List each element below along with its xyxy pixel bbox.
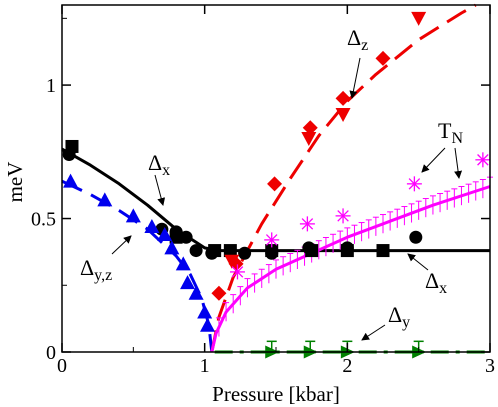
diamond-marker (335, 90, 351, 106)
annotation-arrow (454, 147, 463, 179)
svg-text:Δy: Δy (388, 302, 410, 331)
star-marker-stroke (477, 154, 489, 166)
star-marker (475, 152, 491, 168)
x-tick-label: 2 (342, 355, 352, 377)
annotation-main: Δ (347, 25, 361, 50)
star-marker-stroke (231, 266, 244, 278)
fit-line-dz_fit (210, 3, 477, 353)
svg-text:Δy,z: Δy,z (80, 255, 112, 284)
annotation-tn: TN (421, 118, 463, 179)
triangle-down-marker (224, 254, 240, 269)
triangle-down-marker (335, 107, 351, 122)
annotation-delta-y: Δy (361, 302, 410, 341)
diamond-marker (375, 50, 391, 66)
annotation-delta-x-right: Δx (407, 253, 447, 297)
circle-marker (302, 241, 316, 255)
y-tick-label: 0 (46, 342, 56, 364)
annotation-arrow (154, 174, 166, 206)
annotation-arrow (111, 235, 132, 255)
star-marker (264, 232, 280, 248)
annotation-sub: N (451, 130, 463, 147)
annotation-sub: x (162, 162, 170, 179)
x-axis-label: Pressure [kbar] (212, 382, 340, 406)
circle-marker (189, 244, 203, 258)
circle-marker (340, 241, 354, 255)
star-marker (406, 176, 422, 192)
annotation-arrow (407, 253, 429, 271)
triangle-up-marker (188, 285, 204, 300)
star-marker (229, 264, 245, 280)
square-marker (223, 244, 237, 258)
diamond-marker (302, 120, 318, 136)
triangle-down-marker (301, 131, 317, 146)
circle-marker (62, 147, 76, 161)
svg-text:Δx: Δx (425, 268, 447, 297)
annotation-main: Δ (80, 255, 94, 280)
triangle-up-marker (164, 240, 180, 255)
annotation-sub: x (439, 280, 447, 297)
annotation-main: Δ (148, 150, 162, 175)
annotation-arrow (349, 57, 361, 99)
annotation-main: T (438, 118, 452, 143)
series-dz_triangles_down (224, 11, 427, 269)
diamond-marker (267, 176, 283, 192)
annotation-delta-x-left: Δx (148, 150, 170, 206)
x-tick-label: 0 (57, 355, 67, 377)
star-marker-stroke (337, 210, 349, 222)
annotation-sub: y,z (94, 267, 112, 284)
star-marker (299, 216, 315, 232)
y-tick-label: 1 (46, 75, 56, 97)
circle-marker (169, 225, 183, 239)
annotation-main: Δ (425, 268, 439, 293)
series-tn_stars (229, 152, 491, 280)
triangle-up-marker (144, 219, 160, 234)
series-dyz_triangles (63, 173, 216, 332)
circle-marker (409, 230, 423, 244)
fit-line-tn_fit (210, 185, 491, 353)
annotation-arrow (361, 324, 386, 341)
triangle-up-marker (157, 227, 173, 242)
x-tick-label: 3 (485, 355, 495, 377)
series-dx_circles (62, 147, 423, 260)
annotation-delta-z: Δz (347, 25, 368, 99)
series-dz_diamonds (211, 50, 391, 301)
annotation-main: Δ (388, 302, 402, 327)
diamond-marker (211, 285, 227, 301)
triangle-up-marker (197, 304, 213, 319)
triangle-down-marker (411, 11, 427, 26)
y-tick-label: 0.5 (31, 209, 56, 231)
circle-marker (265, 246, 279, 260)
triangle-up-marker (63, 173, 79, 188)
fit-curves (61, 3, 493, 354)
circle-marker (179, 230, 193, 244)
star-marker-stroke (408, 178, 421, 190)
star-marker (335, 208, 351, 224)
circle-marker (205, 246, 219, 260)
square-marker (376, 244, 390, 258)
triangle-up-marker (97, 192, 113, 207)
triangle-up-marker (200, 317, 216, 332)
triangle-up-marker (125, 208, 141, 223)
triangle-up-marker (180, 275, 196, 290)
annotation-arrow (421, 147, 446, 173)
annotation-sub: y (402, 314, 410, 331)
triangle-up-marker (175, 256, 191, 271)
star-marker-stroke (301, 218, 314, 230)
svg-text:Δx: Δx (148, 150, 170, 179)
star-marker-stroke (265, 234, 278, 246)
annotations: Δx Δy,z Δz TN Δx Δy (80, 25, 463, 341)
annotation-delta-yz: Δy,z (80, 235, 132, 284)
data-points (62, 11, 491, 359)
x-tick-label: 1 (200, 355, 210, 377)
axis-ticks: 0 1 2 3 0 0.5 1 (31, 5, 495, 377)
annotation-sub: z (361, 37, 368, 54)
svg-text:Δz: Δz (347, 25, 368, 54)
svg-text:TN: TN (438, 118, 463, 147)
circle-marker (238, 246, 252, 260)
y-axis-label: meV (3, 162, 27, 203)
